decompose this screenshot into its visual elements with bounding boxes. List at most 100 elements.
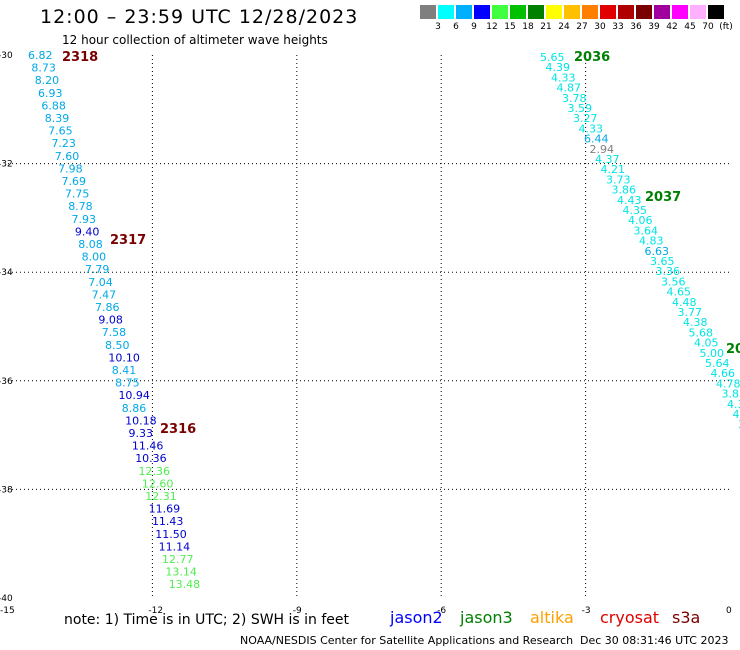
- wave-height-value: 7.60: [55, 150, 80, 163]
- legend-swatch: [492, 5, 508, 19]
- x-tick-label: -15: [0, 606, 15, 616]
- wave-height-value: 2.94: [590, 143, 615, 156]
- wave-height-value: 8.78: [68, 200, 93, 213]
- wave-height-value: 3.64: [634, 224, 659, 237]
- wave-height-value: 7.69: [62, 175, 87, 188]
- wave-height-value: 4.05: [694, 337, 719, 350]
- wave-height-value: 9.33: [129, 427, 154, 440]
- track-time-label: 2318: [62, 50, 98, 65]
- legend-swatch: [708, 5, 724, 19]
- wave-height-value: 4.33: [551, 71, 576, 84]
- wave-height-value: 4.21: [601, 163, 626, 176]
- wave-height-value: 11.46: [132, 440, 164, 453]
- wave-height-value: 4.87: [557, 82, 582, 95]
- legend-label: 24: [558, 22, 570, 32]
- wave-height-value: 8.75: [115, 377, 140, 390]
- legend-swatch: [474, 5, 490, 19]
- y-tick-label: -36: [0, 377, 13, 387]
- wave-height-value: 10.18: [125, 414, 156, 427]
- x-tick-label: -3: [582, 606, 591, 616]
- wave-height-value: 4.65: [667, 286, 692, 299]
- wave-height-value: 10.10: [108, 351, 139, 364]
- wave-height-value: 3.78: [562, 92, 587, 105]
- legend-label: 45: [684, 22, 696, 32]
- legend-label: 9: [471, 22, 477, 32]
- wave-height-value: 6.82: [28, 49, 53, 62]
- legend-label: 42: [666, 22, 678, 32]
- legend-swatch: [690, 5, 706, 19]
- wave-height-value: 8.41: [112, 364, 137, 377]
- legend-swatch: [672, 5, 688, 19]
- wave-height-value: 8.73: [31, 62, 55, 75]
- y-tick-label: -34: [0, 268, 13, 278]
- legend-swatch: [420, 5, 436, 19]
- wave-height-value: 4.48: [672, 296, 697, 309]
- map-title: 12:00 – 23:59 UTC 12/28/2023: [40, 6, 359, 28]
- x-tick-label: -6: [437, 606, 446, 616]
- wave-height-value: 7.98: [58, 162, 83, 175]
- y-tick-label: -30: [0, 51, 13, 61]
- satellite-cryosat: cryosat: [600, 608, 660, 627]
- legend-label: 18: [522, 22, 534, 32]
- wave-height-value: 7.86: [95, 301, 120, 314]
- y-tick-label: -32: [0, 160, 13, 170]
- legend-swatch: [582, 5, 598, 19]
- wave-height-value: 8.08: [78, 238, 103, 251]
- wave-height-value: 8.20: [35, 74, 60, 87]
- map-subtitle: 12 hour collection of altimeter wave hei…: [62, 33, 328, 47]
- wave-height-value: 7.93: [72, 213, 97, 226]
- wave-height-value: 9.40: [75, 225, 100, 238]
- y-tick-label: -40: [0, 594, 13, 604]
- wave-height-value: 8.50: [105, 339, 130, 352]
- wave-height-value: 6.44: [584, 133, 609, 146]
- x-tick-label: 0: [726, 606, 732, 616]
- wave-height-value: 5.64: [705, 357, 730, 370]
- wave-height-value: 6.88: [41, 99, 66, 112]
- wave-height-value: 7.75: [65, 188, 90, 201]
- satellite-altika: altika: [530, 608, 574, 627]
- wave-height-value: 5.68: [689, 326, 714, 339]
- wave-height-value: 5.65: [540, 51, 565, 64]
- wave-height-value: 8.00: [82, 251, 107, 264]
- legend-label: 33: [612, 22, 624, 32]
- units-note: note: 1) Time is in UTC; 2) SWH is in fe…: [64, 612, 350, 628]
- wave-height-value: 11.69: [149, 503, 181, 516]
- wave-height-value: 3.: [738, 418, 740, 431]
- legend-label: 21: [540, 22, 552, 32]
- legend-swatch: [636, 5, 652, 19]
- satellite-jason2: jason2: [390, 608, 443, 627]
- wave-height-value: 4.43: [617, 194, 642, 207]
- wave-height-value: 12.77: [162, 553, 194, 566]
- wave-height-value: 7.04: [88, 276, 113, 289]
- legend-swatch: [618, 5, 634, 19]
- wave-height-value: 11.14: [159, 540, 191, 553]
- wave-height-value: 8.39: [45, 112, 70, 125]
- legend-label: 70: [702, 22, 714, 32]
- wave-height-value: 8.86: [122, 402, 147, 415]
- wave-height-value: 11.43: [152, 515, 184, 528]
- legend-swatch: [564, 5, 580, 19]
- legend-label: 15: [504, 22, 516, 32]
- legend-label: 39: [648, 22, 660, 32]
- wave-height-value: 4.33: [579, 122, 604, 135]
- legend-label: 3: [435, 22, 441, 32]
- track-time-label: 20: [726, 342, 740, 357]
- wave-height-value: 9.08: [98, 314, 123, 327]
- legend-label: (ft): [719, 22, 733, 32]
- wave-height-value: 4.37: [595, 153, 620, 166]
- track-time-label: 2316: [160, 422, 196, 437]
- wave-height-value: 3.59: [568, 102, 593, 115]
- legend-swatch: [456, 5, 472, 19]
- satellite-jason3: jason3: [460, 608, 513, 627]
- wave-height-value: 11.50: [155, 528, 187, 541]
- wave-height-value: 13.48: [169, 578, 201, 591]
- x-tick-label: -9: [293, 606, 302, 616]
- credit-line: NOAA/NESDIS Center for Satellite Applica…: [240, 634, 574, 647]
- wave-height-value: 3.27: [573, 112, 598, 125]
- legend-swatch: [510, 5, 526, 19]
- satellite-s3a: s3a: [672, 608, 701, 627]
- legend-label: 12: [486, 22, 498, 32]
- wave-height-value: 10.36: [135, 452, 167, 465]
- wave-height-value: 7.58: [102, 326, 127, 339]
- wave-height-value: 7.79: [85, 263, 110, 276]
